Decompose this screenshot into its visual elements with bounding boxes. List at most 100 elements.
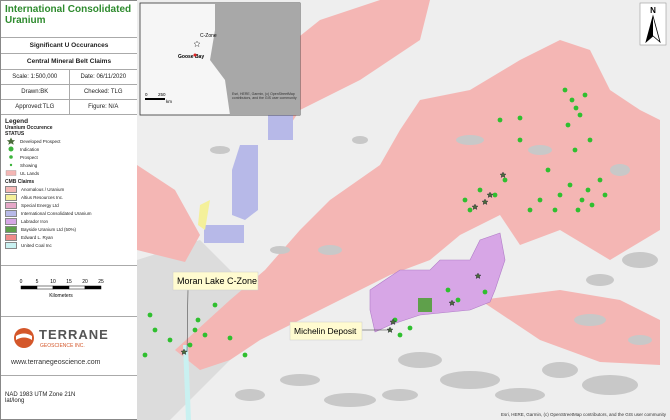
legend-label: Edward L. Ryan	[21, 234, 54, 240]
scale-label: 5	[36, 279, 39, 285]
legend-label: Special Energy Ltd	[21, 202, 59, 208]
occurrence	[445, 287, 451, 293]
occurrence	[565, 122, 571, 128]
occurrence	[467, 207, 473, 213]
lake	[574, 314, 606, 326]
lake	[352, 136, 368, 144]
projection: NAD 1983 UTM Zone 21N	[5, 392, 76, 398]
developed-prospect	[486, 191, 494, 198]
lake	[318, 245, 342, 255]
legend-item: Indication	[5, 145, 133, 153]
scale-segment	[52, 285, 70, 290]
occurrence	[502, 177, 508, 183]
developed-prospect	[389, 318, 397, 325]
lake	[542, 362, 578, 378]
legend-item: Bayside Uranium Ltd (50%)	[5, 225, 133, 233]
legend-panel: International Consolidated Uranium Signi…	[0, 0, 138, 420]
lake	[382, 389, 418, 401]
occurrence	[397, 332, 403, 338]
map-label: Moran Lake C-Zone	[177, 276, 257, 286]
legend-swatch	[5, 185, 17, 193]
developed-prospect	[471, 203, 479, 210]
map: C-Zone Goose Bay 0 250 km Esri, HERE, Ga…	[137, 0, 670, 420]
occurrence	[455, 297, 461, 303]
occurrence	[195, 317, 201, 323]
occurrence	[227, 335, 233, 341]
occurrence	[147, 312, 153, 318]
occurrence	[242, 352, 248, 358]
inset-scale	[145, 98, 165, 100]
lake	[495, 388, 545, 402]
legend-swatch	[5, 193, 17, 201]
occurrence	[597, 177, 603, 183]
occurrence	[202, 332, 208, 338]
callout-line	[186, 289, 189, 353]
legend-group: CMB Claims	[5, 179, 35, 185]
legend: Legend Uranium Occurence STATUS Develope…	[1, 114, 137, 265]
north-label: N	[650, 6, 656, 15]
legend-item: United Coal Inc	[5, 241, 133, 249]
info-row: Approved:TLG Figure: N/A	[1, 99, 137, 114]
developed-prospect	[474, 272, 482, 279]
occurrence	[192, 327, 198, 333]
info-cell: Drawn:BK	[21, 89, 49, 95]
legend-swatch	[5, 217, 17, 225]
legend-symbol	[8, 146, 14, 152]
symbol	[5, 170, 17, 176]
info-cell: Date: 06/11/2020	[68, 70, 138, 84]
occurrence	[552, 207, 558, 213]
occurrence	[567, 182, 573, 188]
legend-label: UL Lands	[20, 170, 40, 176]
legend-item: Edward L. Ryan	[5, 233, 133, 241]
inset-scale-label: km	[166, 99, 172, 104]
legend-items: Developed Prospect Indication Prospect Show…	[5, 137, 133, 177]
inset-attribution-box: Esri, HERE, Garmin, (c) OpenStreetMap co…	[232, 92, 297, 100]
claim-area	[270, 0, 430, 140]
legend-label: Showing	[20, 162, 38, 168]
occurrence	[527, 207, 533, 213]
occurrence	[477, 187, 483, 193]
scale-bar: 0 5 10 15 20 25 Kilometers	[1, 265, 137, 299]
legend-label: United Coal Inc	[21, 242, 52, 248]
logo-icon	[14, 328, 34, 348]
occurrence	[573, 105, 579, 111]
inset-label: C-Zone	[200, 33, 217, 39]
lake	[398, 352, 442, 368]
occurrence	[187, 342, 193, 348]
occurrence	[562, 87, 568, 93]
inset-scale-label: 0	[145, 92, 148, 97]
legend-group: Uranium Occurence	[5, 125, 53, 131]
legend-item: Anomalous / Uranium	[5, 185, 133, 193]
lake	[210, 146, 230, 154]
occurrence	[572, 147, 578, 153]
claims-title: Central Mineral Belt Claims	[1, 53, 137, 69]
map-label: Michelin Deposit	[294, 326, 357, 336]
occurrence	[587, 137, 593, 143]
legend-title: Legend	[5, 118, 29, 125]
lake	[440, 371, 500, 389]
occurrence	[545, 167, 551, 173]
occurrence	[152, 327, 158, 333]
inset-water	[210, 3, 300, 115]
occurrence	[212, 302, 218, 308]
symbol	[6, 137, 16, 145]
occurrence	[462, 197, 468, 203]
info-table: Scale: 1:500,000 Date: 06/11/2020 Drawn:BK…	[1, 69, 137, 114]
claim-area	[480, 290, 660, 365]
lake	[456, 135, 484, 145]
lake	[586, 274, 614, 286]
inset-label: Goose Bay	[178, 54, 204, 60]
legend-symbol	[9, 155, 13, 159]
panel-title: International Consolidated Uranium	[5, 4, 132, 26]
callout-box	[172, 271, 259, 291]
projection-box: NAD 1983 UTM Zone 21N lat/long	[1, 375, 137, 404]
legend-swatch	[5, 233, 17, 241]
lake	[628, 335, 652, 345]
legend-swatch	[5, 201, 17, 209]
info-cell: Approved:TLG	[15, 104, 55, 110]
occurrence	[602, 192, 608, 198]
occurrence	[407, 325, 413, 331]
legend-symbol	[6, 137, 16, 145]
scale-label: 15	[66, 279, 72, 285]
